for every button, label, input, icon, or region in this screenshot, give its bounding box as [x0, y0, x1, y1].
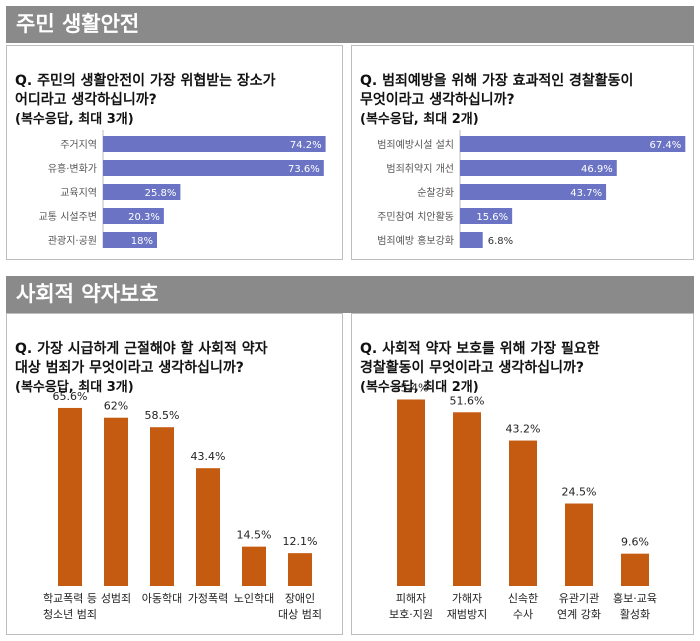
category-label: 유흥·변화가: [48, 162, 97, 175]
question-note: (복수응답, 최대 2개): [360, 380, 479, 395]
value-label: 20.3%: [128, 212, 160, 223]
value-label: 14.5%: [237, 529, 272, 542]
bar: [509, 440, 537, 586]
category-label: 범죄예방 홍보강화: [377, 234, 454, 247]
category-label: 가해자: [452, 591, 482, 605]
value-label: 58.5%: [145, 409, 180, 422]
bar: [150, 427, 174, 586]
category-label: 범죄예방시설 설치: [377, 139, 454, 151]
hbar-chart-danger-places: 주거지역 74.2% 유흥·변화가 73.6% 교육지역 25.8% 교통 시설주변 20.3…: [39, 130, 326, 248]
bar: [460, 136, 686, 152]
bar: [460, 208, 513, 224]
category-label: 수사: [513, 608, 533, 621]
question-protection-activity: Q. 사회적 약자 보호를 위해 가장 필요한 경찰활동이 무엇이라고 생각하십…: [360, 321, 687, 416]
value-label: 6.8%: [488, 236, 513, 247]
category-label: 대상 범죄: [278, 608, 322, 621]
hbar-chart-prevention-activity: 범죄예방시설 설치 67.4% 범죄취약지 개선 46.9% 순찰강화 43.7% 주민참여…: [377, 130, 686, 248]
bar: [621, 553, 649, 586]
question-prevention-activity: Q. 범죄예방을 위해 가장 효과적인 경찰활동이 무엇이라고 생각하십니까? …: [360, 53, 687, 148]
question-text: Q. 주민의 생활안전이 가장 위협받는 장소가 어디라고 생각하십니까?: [15, 73, 276, 108]
bar: [460, 184, 607, 200]
bar: [242, 546, 266, 586]
bar: [104, 417, 128, 586]
category-label: 범죄취약지 개선: [386, 163, 454, 175]
value-label: 43.7%: [570, 188, 602, 199]
value-label: 46.9%: [581, 164, 613, 175]
value-label: 9.6%: [621, 536, 649, 549]
category-label: 노인학대: [234, 592, 274, 605]
bar: [565, 503, 593, 586]
category-label: 학교폭력 등: [43, 592, 97, 605]
panel-prevention-activity: Q. 범죄예방을 위해 가장 효과적인 경찰활동이 무엇이라고 생각하십니까? …: [351, 45, 694, 260]
category-label: 재범방지: [447, 608, 487, 621]
bar: [397, 399, 425, 586]
category-label: 장애인: [285, 592, 315, 605]
category-label: 주민참여 치안활동: [377, 210, 454, 223]
bar: [460, 160, 617, 176]
question-text: Q. 가장 시급하게 근절해야 할 사회적 약자 대상 범죄가 무엇이라고 생각…: [15, 341, 268, 376]
category-label: 신속한: [508, 592, 538, 605]
value-label: 73.6%: [288, 164, 320, 175]
category-label: 성범죄: [101, 592, 131, 605]
category-label: 피해자: [396, 591, 426, 605]
category-label: 교통 시설주변: [39, 211, 97, 223]
panel-urgent-crimes: Q. 가장 시급하게 근절해야 할 사회적 약자 대상 범죄가 무엇이라고 생각…: [6, 313, 343, 635]
section-title-vulnerable: 사회적 약자보호: [6, 276, 694, 313]
category-label: 유관기관: [559, 592, 599, 605]
value-label: 51.6%: [450, 394, 485, 407]
bar: [103, 136, 326, 152]
value-label: 25.8%: [145, 188, 177, 199]
category-label: 활성화: [620, 607, 650, 621]
bar: [103, 232, 157, 248]
value-label: 43.2%: [506, 423, 541, 436]
value-label: 55.4%: [394, 381, 429, 394]
panel-protection-activity: Q. 사회적 약자 보호를 위해 가장 필요한 경찰활동이 무엇이라고 생각하십…: [351, 313, 694, 635]
value-label: 15.6%: [476, 212, 508, 223]
category-label: 관광지·공원: [48, 235, 97, 247]
category-label: 순찰강화: [417, 187, 454, 199]
category-label: 아동학대: [142, 592, 182, 605]
question-note: (복수응답, 최대 3개): [15, 112, 134, 127]
category-label: 가정폭력: [188, 592, 228, 605]
category-label: 교육지역: [60, 187, 97, 199]
question-danger-places: Q. 주민의 생활안전이 가장 위협받는 장소가 어디라고 생각하십니까? (복…: [15, 53, 336, 148]
value-label: 43.4%: [191, 450, 226, 463]
bar: [58, 407, 82, 586]
bar: [103, 208, 164, 224]
category-label: 홍보·교육: [613, 591, 657, 605]
value-label: 65.6%: [53, 390, 88, 403]
question-text: Q. 사회적 약자 보호를 위해 가장 필요한 경찰활동이 무엇이라고 생각하십…: [360, 341, 600, 376]
bar: [103, 160, 324, 176]
question-note: (복수응답, 최대 3개): [15, 380, 134, 395]
category-label: 연계 강화: [557, 608, 601, 621]
question-note: (복수응답, 최대 2개): [360, 112, 479, 127]
value-label: 12.1%: [283, 535, 318, 548]
category-label: 주거지역: [60, 139, 97, 151]
bar: [196, 468, 220, 586]
bar: [453, 412, 481, 586]
value-label: 67.4%: [650, 140, 682, 151]
value-label: 18%: [131, 236, 153, 247]
bar: [460, 232, 483, 248]
bar: [288, 553, 312, 586]
value-label: 24.5%: [562, 486, 597, 499]
panel-danger-places: Q. 주민의 생활안전이 가장 위협받는 장소가 어디라고 생각하십니까? (복…: [6, 45, 343, 260]
value-label: 74.2%: [290, 140, 322, 151]
bar: [103, 184, 181, 200]
category-label: 청소년 범죄: [43, 608, 97, 621]
value-label: 62%: [104, 400, 128, 413]
question-urgent-crimes: Q. 가장 시급하게 근절해야 할 사회적 약자 대상 범죄가 무엇이라고 생각…: [15, 321, 336, 416]
category-label: 보호·지원: [389, 608, 433, 621]
section-title-safety: 주민 생활안전: [6, 6, 694, 43]
question-text: Q. 범죄예방을 위해 가장 효과적인 경찰활동이 무엇이라고 생각하십니까?: [360, 73, 634, 108]
